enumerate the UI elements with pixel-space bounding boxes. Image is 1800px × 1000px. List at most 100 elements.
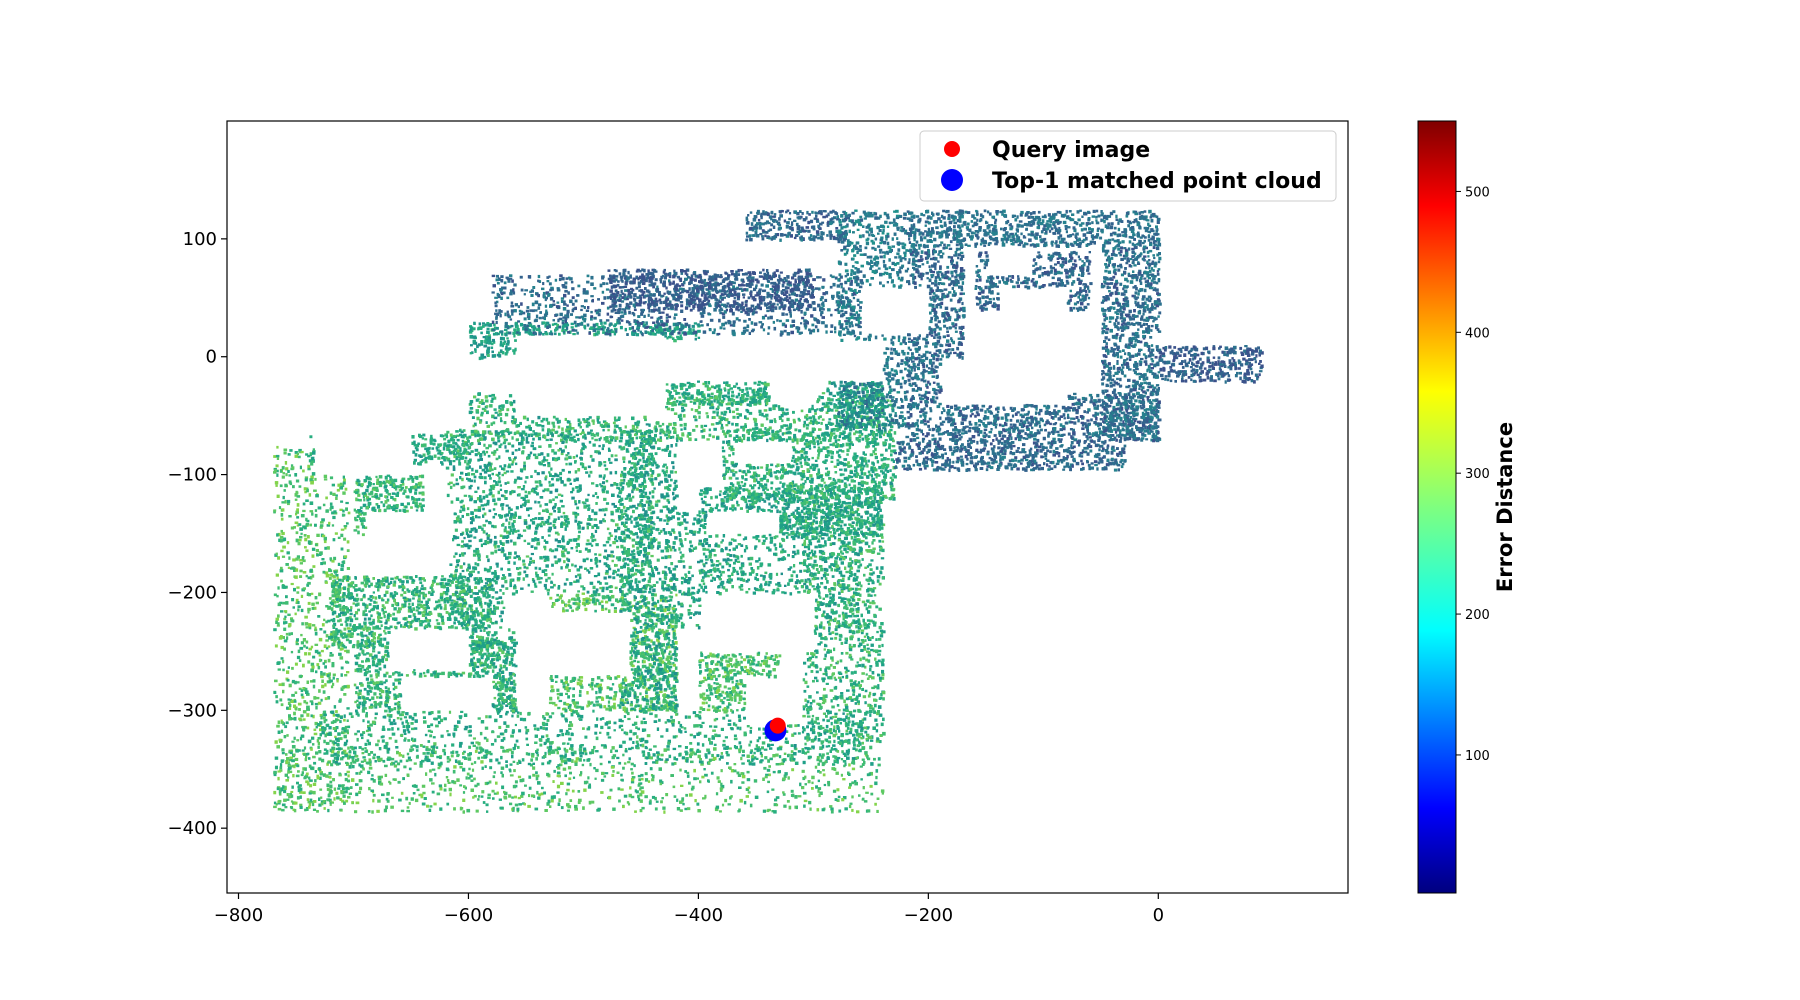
cloud-point (295, 598, 299, 603)
cloud-point (275, 695, 278, 699)
cloud-point (294, 662, 298, 666)
cloud-point (460, 607, 464, 611)
cloud-point (345, 790, 348, 794)
cloud-point (441, 671, 445, 676)
cloud-point (724, 736, 728, 739)
cloud-point (342, 576, 345, 580)
cloud-point (392, 617, 395, 621)
cloud-point (527, 804, 531, 808)
cloud-point (801, 769, 805, 773)
cloud-point (509, 706, 513, 710)
cloud-point (295, 479, 300, 483)
cloud-point (811, 745, 815, 749)
cloud-point (478, 598, 482, 603)
cloud-point (459, 616, 464, 619)
cloud-point (359, 779, 363, 783)
cloud-point (330, 763, 334, 767)
cloud-point (367, 810, 371, 813)
cloud-point (479, 453, 483, 457)
cloud-point (461, 614, 465, 618)
cloud-point (628, 757, 631, 761)
cloud-point (470, 779, 474, 782)
cloud-point (463, 750, 466, 754)
cloud-point (293, 764, 296, 769)
cloud-point (508, 748, 512, 752)
cloud-point (510, 699, 514, 703)
cloud-point (667, 739, 671, 744)
cloud-point (318, 803, 322, 806)
cloud-point (366, 690, 370, 694)
cloud-point (807, 747, 810, 751)
cloud-point (466, 577, 470, 581)
cloud-point (556, 784, 561, 789)
cloud-point (355, 801, 360, 805)
cloud-point (496, 601, 501, 605)
cloud-point (405, 509, 409, 513)
cloud-point (392, 778, 396, 781)
cloud-point (374, 687, 378, 690)
cloud-point (340, 564, 345, 568)
cloud-point (402, 617, 407, 621)
cloud-point (633, 732, 637, 735)
cloud-point (433, 454, 437, 458)
cloud-point (500, 515, 503, 519)
cloud-point (297, 702, 302, 706)
cloud-point (498, 615, 502, 618)
cloud-point (274, 766, 278, 769)
cloud-point (408, 715, 412, 719)
cloud-point (396, 717, 400, 720)
cloud-point (295, 749, 299, 753)
cloud-point (304, 478, 308, 482)
cloud-point (717, 734, 721, 738)
cloud-point (280, 787, 284, 792)
cloud-point (578, 717, 581, 720)
cloud-point (280, 657, 284, 660)
cloud-point (466, 462, 470, 466)
cloud-point (481, 468, 486, 472)
cloud-point (287, 764, 292, 767)
cloud-point (338, 652, 342, 656)
cloud-point (835, 757, 839, 761)
cloud-point (565, 719, 568, 723)
cloud-point (510, 539, 513, 543)
cloud-point (431, 790, 435, 794)
cloud-point (349, 623, 352, 627)
cloud-point (451, 593, 455, 597)
cloud-point (513, 541, 517, 546)
cloud-point (332, 492, 336, 496)
cloud-point (310, 800, 314, 804)
cloud-point (495, 704, 499, 707)
cloud-point (480, 645, 483, 649)
cloud-point (696, 802, 700, 806)
cloud-point (404, 737, 407, 740)
cloud-point (313, 732, 318, 736)
cloud-point (336, 576, 339, 580)
cloud-point (499, 488, 503, 491)
cloud-point (281, 466, 285, 470)
cloud-point (545, 734, 549, 738)
cloud-point (417, 462, 420, 466)
cloud-point (396, 750, 399, 755)
cloud-point (298, 659, 302, 662)
cloud-point (536, 748, 539, 752)
cloud-point (797, 795, 802, 798)
cloud-point (327, 761, 331, 764)
cloud-point (722, 716, 726, 720)
cloud-point (336, 679, 339, 683)
cloud-point (345, 635, 348, 639)
cloud-point (501, 680, 505, 684)
cloud-point (541, 721, 545, 726)
cloud-point (463, 494, 468, 497)
cloud-point (492, 704, 497, 708)
cloud-point (528, 794, 531, 798)
cloud-point (389, 476, 392, 479)
cloud-point (371, 620, 375, 625)
cloud-point (418, 577, 423, 581)
cloud-point (525, 737, 529, 741)
cloud-point (276, 473, 279, 477)
cloud-point (283, 621, 286, 625)
cloud-point (629, 786, 632, 790)
cloud-point (868, 772, 871, 776)
cloud-point (469, 570, 473, 575)
cloud-point (689, 742, 693, 745)
